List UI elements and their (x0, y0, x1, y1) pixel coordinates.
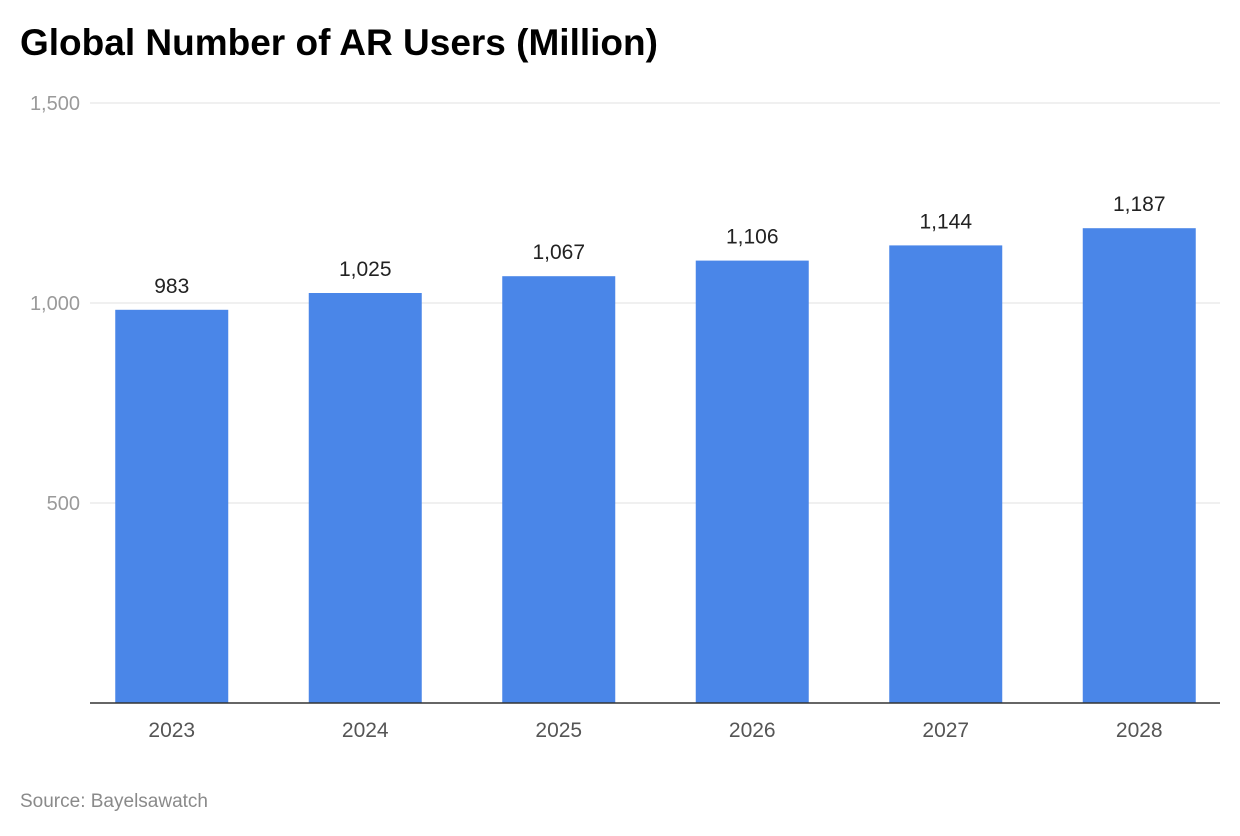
bar (695, 260, 809, 703)
y-tick-label: 1,500 (30, 93, 80, 115)
bar (115, 309, 229, 703)
bar (889, 245, 1003, 703)
data-label: 1,025 (339, 258, 392, 281)
x-tick-label: 2026 (729, 719, 776, 742)
data-label: 1,144 (919, 210, 972, 233)
x-tick-label: 2023 (148, 719, 195, 742)
bar (502, 276, 616, 703)
y-tick-label: 1,000 (30, 293, 80, 315)
bar (1082, 228, 1196, 703)
x-tick-label: 2027 (922, 719, 969, 742)
data-label: 1,106 (726, 226, 779, 249)
bar (308, 293, 422, 703)
y-tick-label: 500 (47, 493, 80, 515)
data-label: 1,187 (1113, 193, 1166, 216)
x-tick-label: 2028 (1116, 719, 1163, 742)
data-label: 1,067 (532, 241, 585, 264)
data-label: 983 (154, 275, 189, 298)
x-tick-label: 2025 (535, 719, 582, 742)
source-note: Source: Bayelsawatch (20, 791, 208, 812)
x-tick-label: 2024 (342, 719, 389, 742)
chart-title: Global Number of AR Users (Million) (20, 22, 658, 63)
